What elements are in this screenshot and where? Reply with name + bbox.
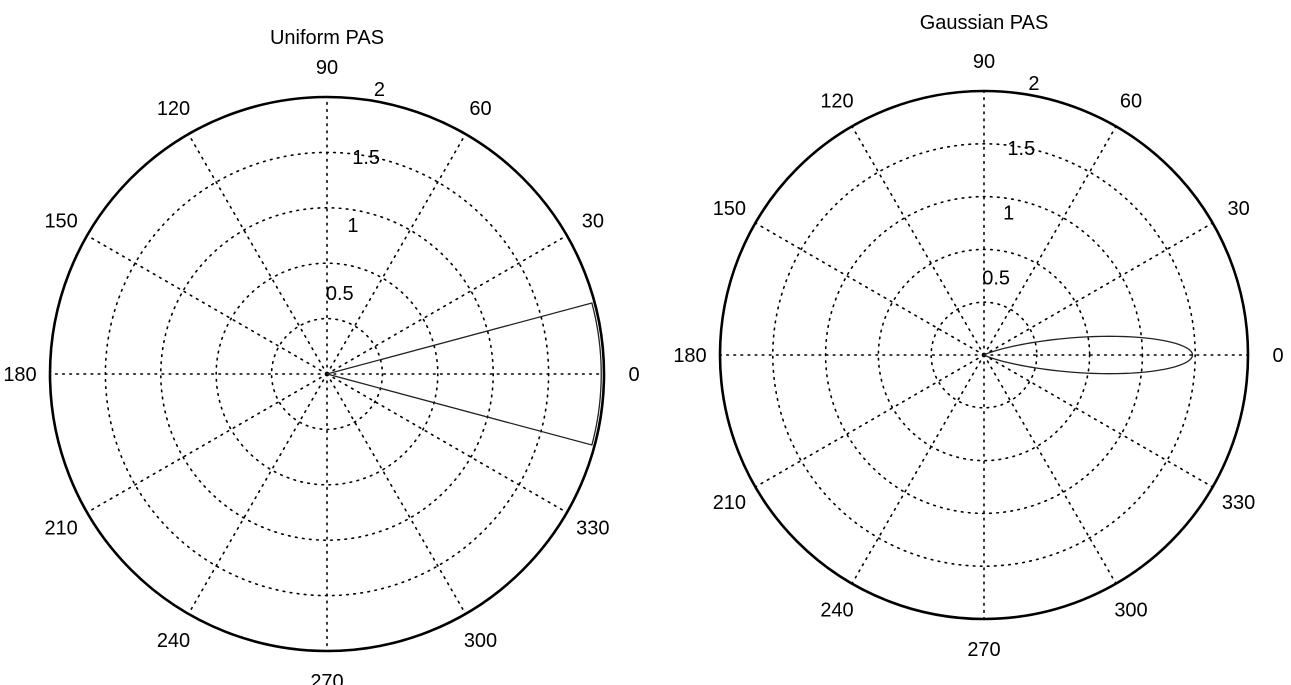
data-curve [324,302,602,446]
spoke-60 [983,125,1117,356]
grid-ring [160,207,494,541]
angle-tick-300: 300 [464,630,497,652]
spoke-60 [326,133,467,375]
angle-tick-150: 150 [713,198,746,220]
angle-tick-90: 90 [316,57,338,79]
spoke-240 [187,373,328,615]
spoke-330 [326,373,568,514]
spoke-120 [187,133,328,375]
plot-title: Gaussian PAS [920,12,1049,34]
radial-tick-0_5: 0.5 [982,267,1010,289]
spoke-30 [983,222,1214,356]
angle-tick-60: 60 [1120,90,1142,112]
angle-tick-330: 330 [1222,492,1255,514]
radial-tick-0_5: 0.5 [326,283,354,305]
angle-tick-30: 30 [1227,198,1249,220]
spoke-30 [326,234,568,375]
angle-tick-210: 210 [44,518,77,540]
radial-tick-1: 1 [347,215,358,237]
angle-tick-330: 330 [576,518,609,540]
radial-tick-1_5: 1.5 [352,147,380,169]
grid-ring [104,151,550,597]
grid-ring [930,301,1038,409]
angle-tick-90: 90 [973,51,995,73]
angle-tick-180: 180 [3,364,36,386]
spoke-120 [851,125,985,356]
grid-ring [877,248,1091,462]
spoke-210 [754,354,985,488]
angle-tick-240: 240 [157,630,190,652]
gaussian-pas-plot: Gaussian PAS 0 30 60 90 120 150 180 210 240 270 30… [673,12,1283,661]
angle-tick-30: 30 [582,211,604,233]
grid-ring [215,262,439,486]
angle-tick-270: 270 [967,639,1000,661]
angle-tick-60: 60 [469,98,491,120]
spoke-330 [983,354,1214,488]
spoke-150 [754,222,985,356]
angle-tick-300: 300 [1114,600,1147,622]
spoke-240 [851,354,985,585]
angle-tick-150: 150 [44,211,77,233]
angle-tick-120: 120 [157,98,190,120]
grid-ring [771,143,1196,567]
grid-ring [824,195,1144,515]
radial-tick-1: 1 [1003,203,1014,225]
angle-tick-240: 240 [820,600,853,622]
outer-ring [48,95,606,653]
angle-tick-270: 270 [310,671,343,685]
radial-tick-2: 2 [1028,73,1039,95]
angle-tick-120: 120 [820,90,853,112]
angle-tick-0: 0 [1272,345,1283,367]
data-curve [983,335,1194,375]
spoke-300 [983,354,1117,585]
spoke-150 [86,234,328,375]
radial-tick-1_5: 1.5 [1007,138,1035,160]
spoke-210 [86,373,328,514]
radial-tick-2: 2 [374,79,385,101]
angle-tick-0: 0 [628,364,639,386]
angle-tick-180: 180 [673,345,706,367]
angle-tick-210: 210 [713,492,746,514]
plot-title: Uniform PAS [270,27,384,49]
grid-ring [270,317,384,431]
outer-ring [718,89,1250,621]
uniform-pas-plot: Uniform PAS 0 30 60 90 120 150 180 210 240 270 300… [3,27,639,685]
spoke-300 [326,373,467,615]
